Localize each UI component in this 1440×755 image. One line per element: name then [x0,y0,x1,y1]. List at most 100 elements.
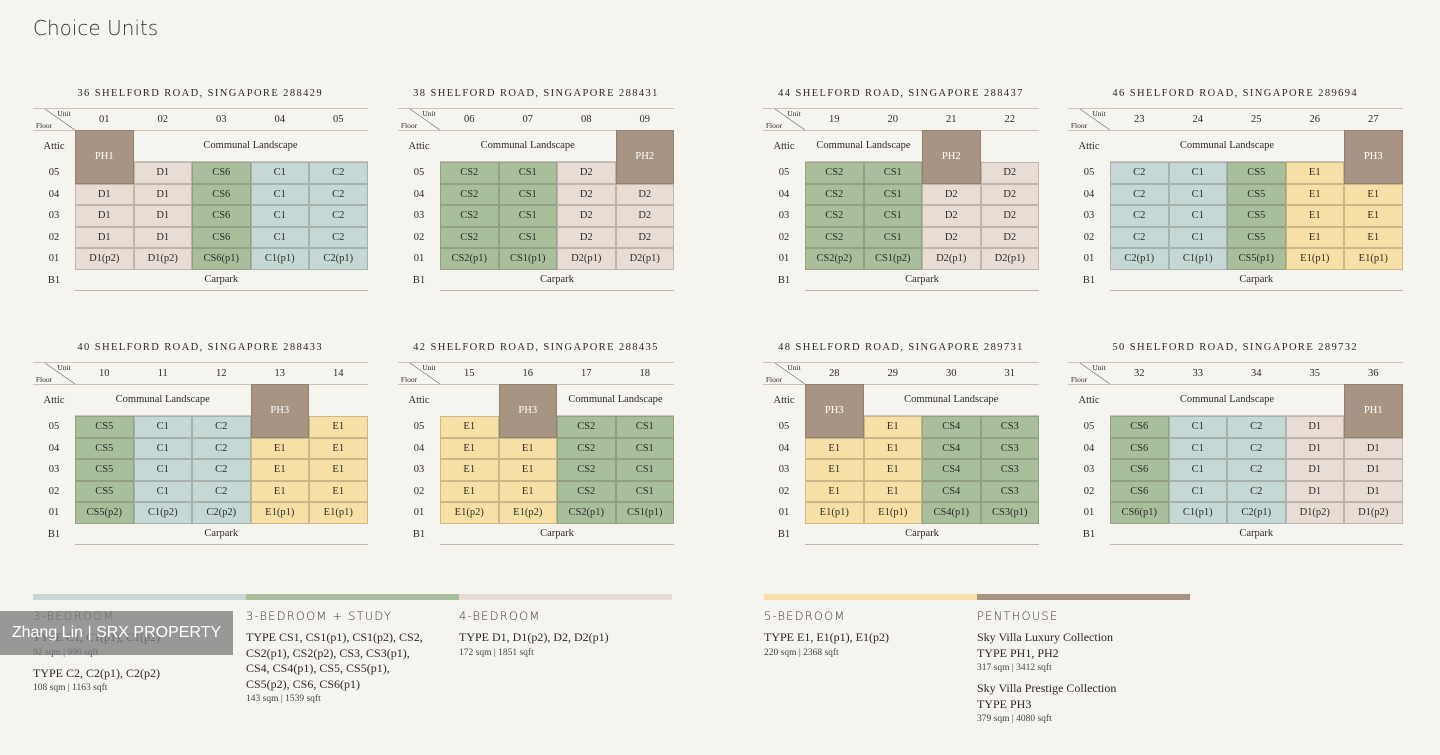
unit-cell: C1 [250,162,309,184]
floor-name: 03 [1083,210,1095,222]
unit-cell: CS1 [615,416,674,438]
unit-number: 25 [1251,113,1262,125]
unit-cell: E1 [440,480,499,502]
unit-cell: D1 [1285,480,1344,502]
unit-cell: C2 [309,183,368,205]
block-address: 42 SHELFORD ROAD, SINGAPORE 288435 [413,342,659,353]
unit-cell: D1 [1344,437,1403,459]
rule [33,130,368,131]
unit-cell: E1 [309,437,368,459]
unit-number: 34 [1251,367,1262,379]
unit-cell: C2 [192,480,251,502]
legend-entries: TYPE E1, E1(p1), E1(p2) 220 sqm | 2368 sq… [764,630,964,666]
unit-cell: C1(p2) [133,502,192,524]
communal-landscape: Communal Landscape [133,130,368,162]
floor-name: 04 [778,442,790,454]
rule [33,108,368,109]
unit-number: 14 [333,367,344,379]
communal-landscape: Communal Landscape [75,384,251,416]
unit-cell: CS1 [615,480,674,502]
floor-name: 05 [413,421,425,433]
unit-cell: CS6 [192,183,251,205]
unit-cell: E1 [440,416,499,438]
unit-number: 01 [99,113,110,125]
floor-name: 03 [778,464,790,476]
floor-name: 03 [48,210,60,222]
unit-types: TYPE D1, D1(p2), D2, D2(p1) [459,630,609,644]
unit-cell: C2(p2) [192,502,251,524]
unit-cell: CS5 [1227,162,1286,184]
penthouse-cell: PH3 [250,384,309,438]
communal-landscape: Communal Landscape [557,384,674,416]
unit-cell: E1(p1) [805,502,864,524]
unit-number: 17 [581,367,592,379]
legend-entry: TYPE D1, D1(p2), D2, D2(p1) 172 sqm | 185… [459,630,659,660]
unit-cell: C1 [133,416,192,438]
block-address: 50 SHELFORD ROAD, SINGAPORE 289732 [1112,342,1359,353]
unit-cell: CS4 [922,480,981,502]
unit-cell: D1(p2) [133,248,192,270]
unit-cell: CS6 [1110,416,1169,438]
unit-cell: CS1 [498,226,557,248]
floor-name: 01 [48,507,60,519]
floor-name: B1 [412,528,426,540]
unit-cell: CS1(p1) [498,248,557,270]
collection-name: Sky Villa Prestige Collection [977,681,1117,695]
unit-cell: CS5 [75,437,134,459]
block-address: 36 SHELFORD ROAD, SINGAPORE 288429 [77,88,324,99]
floor-name: 04 [778,188,790,200]
unit-cell: CS6 [192,162,251,184]
diagonal-line [409,362,440,384]
unit-cell: D2 [980,183,1039,205]
diagonal-line [1079,362,1110,384]
unit-cell: C1 [1168,416,1227,438]
unit-types: TYPE PH1, PH2 [977,645,1059,660]
unit-cell: C2 [309,162,368,184]
rule [398,108,674,109]
unit-cell: C1 [1168,162,1227,184]
unit-cell: E1 [1344,226,1403,248]
penthouse-cell: PH1 [1344,384,1403,438]
unit-cell: E1 [805,480,864,502]
unit-cell: D1(p2) [75,248,134,270]
unit-cell: CS4 [922,416,981,438]
unit-cell: E1 [309,480,368,502]
legend-entry: Sky Villa Luxury Collection TYPE PH1, PH2… [977,630,1177,675]
unit-cell: C2 [192,416,251,438]
unit-cell: CS1 [615,459,674,481]
unit-number: 32 [1134,367,1145,379]
block-address: 38 SHELFORD ROAD, SINGAPORE 288431 [413,88,659,99]
unit-cell: C1(p1) [1168,248,1227,270]
floor-name: 03 [413,210,425,222]
unit-cell: D1 [1285,416,1344,438]
floor-name: 05 [48,167,60,179]
unit-cell: E1 [498,437,557,459]
unit-cell: CS2(p1) [440,248,499,270]
unit-area: 143 sqm | 1539 sqft [246,694,321,704]
floor-name: 05 [778,167,790,179]
unit-cell: CS2 [805,183,864,205]
unit-cell: D2 [980,162,1039,184]
unit-cell: E1 [1285,183,1344,205]
unit-cell: C1 [133,480,192,502]
unit-cell: C1 [1168,480,1227,502]
rule [763,130,1039,131]
unit-cell: CS2(p2) [805,248,864,270]
carpark: Carpark [805,270,1039,291]
unit-cell: D2 [615,226,674,248]
floor-name: 02 [778,231,790,243]
carpark: Carpark [1110,270,1403,291]
communal-landscape: Communal Landscape [1110,384,1344,416]
penthouse-cell: PH1 [75,130,134,184]
unit-cell: D1 [133,162,192,184]
unit-cell: D2(p1) [980,248,1039,270]
unit-cell: CS4 [922,459,981,481]
legend-heading: 4-BEDROOM [459,609,541,623]
unit-cell: D2 [557,205,616,227]
legend-bar [459,594,672,600]
floor-name: Attic [773,140,795,152]
unit-cell: C1 [250,226,309,248]
unit-number: 07 [522,113,534,125]
unit-cell: CS3 [980,459,1039,481]
